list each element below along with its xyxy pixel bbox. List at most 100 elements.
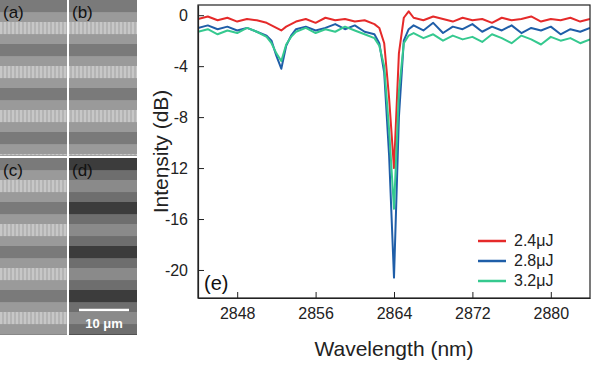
image-ripple xyxy=(0,66,67,78)
panel-label: (e) xyxy=(204,272,228,294)
image-band xyxy=(0,246,67,258)
y-tick-mark xyxy=(198,15,204,16)
panel-label: (b) xyxy=(72,3,93,22)
image-band xyxy=(69,154,137,155)
panel-label: (a) xyxy=(3,3,24,22)
image-band xyxy=(0,88,67,100)
image-panel: (d) xyxy=(69,158,137,335)
series-line xyxy=(198,23,590,278)
image-panel: (b) xyxy=(69,0,137,156)
x-tick: 2872 xyxy=(455,292,491,322)
image-band xyxy=(0,66,67,78)
image-ripple xyxy=(69,22,137,34)
x-tick-label: 2872 xyxy=(455,305,491,322)
image-band xyxy=(69,224,137,236)
y-tick-mark xyxy=(198,117,204,118)
image-band xyxy=(69,334,137,336)
x-axis-line xyxy=(199,298,591,299)
y-tick-mark xyxy=(198,168,204,169)
legend: 2.4μJ2.8μJ3.2μJ xyxy=(478,232,553,289)
image-band xyxy=(69,110,137,122)
image-background xyxy=(0,0,67,156)
image-band xyxy=(69,44,137,56)
image-band xyxy=(0,202,67,214)
image-band xyxy=(0,154,67,155)
y-tick: -20 xyxy=(165,262,204,279)
image-ripple xyxy=(69,110,137,122)
image-band xyxy=(0,290,67,302)
scale-bar-label: 10 μm xyxy=(85,316,123,331)
x-tick-mark xyxy=(316,292,317,298)
x-tick-mark xyxy=(472,292,473,298)
x-tick: 2880 xyxy=(534,292,570,322)
image-ripple xyxy=(0,180,67,192)
image-band xyxy=(69,246,137,258)
image-band xyxy=(0,180,67,192)
chart: 284828562864287228800-4-8-12-16-20Wavele… xyxy=(149,5,591,360)
y-axis-line xyxy=(198,6,199,299)
legend-swatch xyxy=(478,260,506,263)
image-background xyxy=(69,0,137,156)
y-tick-label: -8 xyxy=(174,109,188,126)
image-ripple xyxy=(0,154,67,155)
series-line xyxy=(198,27,590,209)
image-panels: (a) (b) (c) (d) 10 μm xyxy=(0,0,137,335)
y-tick-mark xyxy=(198,270,204,271)
image-band xyxy=(0,22,67,34)
image-band xyxy=(69,66,137,78)
series-line xyxy=(198,11,590,168)
x-tick-mark xyxy=(237,292,238,298)
plot-frame xyxy=(198,5,590,298)
image-band xyxy=(0,224,67,236)
x-tick-label: 2848 xyxy=(220,305,256,322)
image-ripple xyxy=(69,66,137,78)
y-axis-title: Intensity (dB) xyxy=(149,90,172,214)
image-band xyxy=(69,202,137,214)
y-tick-label: 0 xyxy=(179,7,188,24)
image-background xyxy=(0,158,67,335)
panel-label: (c) xyxy=(3,161,23,180)
image-band xyxy=(69,290,137,302)
image-band xyxy=(0,334,67,336)
panel-label: (d) xyxy=(72,161,93,180)
x-tick: 2848 xyxy=(220,292,256,322)
y-tick: -8 xyxy=(174,109,204,126)
y-tick-label: -4 xyxy=(174,58,188,75)
legend-label: 3.2μJ xyxy=(514,272,553,289)
x-tick: 2856 xyxy=(298,292,334,322)
legend-swatch xyxy=(478,240,506,243)
image-band xyxy=(69,180,137,192)
image-band xyxy=(0,312,67,324)
y-tick-mark xyxy=(198,66,204,67)
scale-bar xyxy=(79,309,129,312)
image-panel: (a) xyxy=(0,0,67,156)
image-background xyxy=(69,158,137,335)
y-tick-mark xyxy=(198,219,204,220)
image-ripple xyxy=(0,110,67,122)
image-band xyxy=(0,110,67,122)
x-axis: 2848 2856 2864 2872 2880 xyxy=(199,292,591,322)
image-band xyxy=(69,132,137,144)
y-tick: -4 xyxy=(174,58,204,75)
x-tick: 2864 xyxy=(377,292,413,322)
image-ripple xyxy=(69,154,137,155)
image-ripple xyxy=(0,312,67,324)
x-axis-title: Wavelength (nm) xyxy=(314,337,473,360)
image-ripple xyxy=(0,224,67,236)
x-tick-label: 2880 xyxy=(534,305,570,322)
image-band xyxy=(0,132,67,144)
x-tick-mark xyxy=(394,292,395,298)
image-band xyxy=(69,22,137,34)
legend-label: 2.4μJ xyxy=(514,232,553,249)
image-band xyxy=(0,44,67,56)
figure: (a) (b) (c) (d) 10 μm 2848 2856 2864 2872 2880 0 -4… xyxy=(0,0,598,367)
image-ripple xyxy=(0,268,67,280)
image-ripple xyxy=(0,22,67,34)
image-band xyxy=(69,88,137,100)
image-band xyxy=(0,268,67,280)
y-tick: 0 xyxy=(179,7,204,24)
x-tick-label: 2856 xyxy=(298,305,334,322)
x-tick-mark xyxy=(551,292,552,298)
image-panel: (c) xyxy=(0,158,67,335)
y-tick-label: -20 xyxy=(165,262,188,279)
